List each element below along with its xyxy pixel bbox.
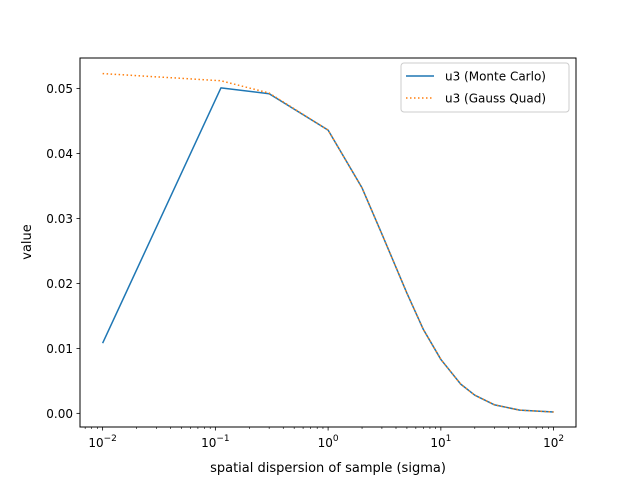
y-axis-ticks: 0.00 0.01 0.02 0.03 0.04 0.05 xyxy=(46,82,80,421)
y-tick-label-4: 0.04 xyxy=(46,147,73,161)
y-tick-label-1: 0.01 xyxy=(46,342,73,356)
y-axis-label: value xyxy=(20,224,35,260)
x-tick-label-exponent: −1 xyxy=(216,434,229,444)
x-tick-label-4: 102 xyxy=(543,434,564,450)
x-axis-ticks: 10−2 10−1 100 101 102 xyxy=(84,427,564,450)
x-tick-label-0: 10−2 xyxy=(88,434,117,450)
x-tick-label-base: 10 xyxy=(318,436,333,450)
y-tick-label-0: 0.00 xyxy=(46,407,73,421)
x-axis-label: spatial dispersion of sample (sigma) xyxy=(210,461,446,476)
x-tick-label-1: 10−1 xyxy=(201,434,230,450)
legend-label-0: u3 (Monte Carlo) xyxy=(445,70,546,84)
legend-box xyxy=(400,62,570,113)
plot-area xyxy=(80,58,576,427)
legend: u3 (Monte Carlo) u3 (Gauss Quad) xyxy=(400,62,570,113)
legend-label-1: u3 (Gauss Quad) xyxy=(445,92,546,106)
x-tick-label-2: 100 xyxy=(318,434,339,450)
x-tick-label-base: 10 xyxy=(430,436,445,450)
x-tick-label-base: 10 xyxy=(543,436,558,450)
legend-items: u3 (Monte Carlo) u3 (Gauss Quad) xyxy=(406,70,546,106)
y-tick-label-2: 0.02 xyxy=(46,277,73,291)
y-tick-label-5: 0.05 xyxy=(46,82,73,96)
x-tick-label-exponent: 2 xyxy=(558,434,564,444)
x-tick-label-exponent: −2 xyxy=(104,434,117,444)
x-tick-label-exponent: 0 xyxy=(333,434,339,444)
x-tick-label-3: 101 xyxy=(430,434,451,450)
series-layer xyxy=(101,72,554,413)
y-tick-label-3: 0.03 xyxy=(46,212,73,226)
x-tick-label-base: 10 xyxy=(88,436,103,450)
x-tick-label-exponent: 1 xyxy=(446,434,452,444)
x-tick-label-base: 10 xyxy=(201,436,216,450)
